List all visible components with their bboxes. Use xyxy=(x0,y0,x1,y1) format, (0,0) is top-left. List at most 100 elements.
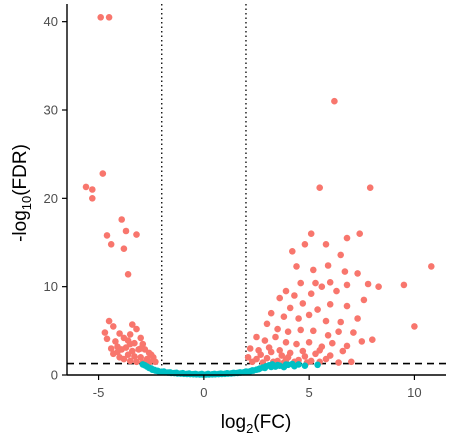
significant-point xyxy=(322,317,330,325)
significant-point xyxy=(411,323,418,330)
non-significant-point xyxy=(282,361,290,368)
non-significant-point xyxy=(192,370,199,378)
significant-point xyxy=(326,279,334,286)
significant-point xyxy=(133,358,140,366)
y-tick-label: 30 xyxy=(44,103,58,118)
significant-point xyxy=(122,344,130,351)
non-significant-point xyxy=(255,365,262,373)
significant-point xyxy=(356,230,364,237)
significant-point xyxy=(360,296,368,304)
significant-point xyxy=(253,333,260,341)
significant-point xyxy=(137,354,144,361)
non-significant-point xyxy=(154,367,161,375)
significant-point xyxy=(101,329,109,336)
significant-point xyxy=(326,301,334,308)
y-tick-label: 0 xyxy=(51,368,58,383)
y-axis-title-subscript: 10 xyxy=(19,196,34,210)
significant-point xyxy=(110,323,117,330)
significant-point xyxy=(322,241,330,248)
y-ticks: 0 10 20 30 40 xyxy=(44,14,67,383)
significant-point xyxy=(278,352,286,359)
significant-point xyxy=(246,345,254,352)
significant-point xyxy=(131,353,138,360)
y-tick-label: 40 xyxy=(44,14,58,29)
x-tick-label: 0 xyxy=(200,385,207,400)
significant-point xyxy=(354,315,361,322)
significant-point xyxy=(261,337,269,344)
non-significant-point xyxy=(242,368,250,375)
x-axis-title-base: log xyxy=(221,412,246,433)
non-significant-point xyxy=(301,362,309,370)
x-tick-label: -5 xyxy=(93,385,105,400)
significant-point xyxy=(116,330,123,337)
significant-point xyxy=(274,325,281,333)
significant-point xyxy=(105,317,113,325)
significant-point xyxy=(137,334,144,342)
significant-point xyxy=(312,279,319,287)
significant-point xyxy=(295,315,302,322)
significant-point xyxy=(126,357,134,365)
x-ticks: -5 0 5 10 xyxy=(93,375,422,400)
significant-point xyxy=(276,347,284,354)
significant-point xyxy=(284,328,292,336)
significant-point xyxy=(289,248,296,255)
non-significant-point xyxy=(267,363,275,371)
significant-point xyxy=(297,326,305,334)
x-axis-title-subscript: 2 xyxy=(246,421,253,436)
x-tick-label: 10 xyxy=(407,385,421,400)
non-significant-point xyxy=(249,367,256,374)
significant-point xyxy=(337,251,345,259)
y-tick-label: 20 xyxy=(44,191,58,206)
significant-point xyxy=(316,347,324,354)
significant-point xyxy=(316,184,324,191)
significant-point xyxy=(297,279,305,287)
significant-point xyxy=(350,329,357,336)
significant-point xyxy=(364,280,372,288)
significant-point xyxy=(293,263,300,270)
significant-point xyxy=(280,313,288,321)
significant-point xyxy=(267,348,275,356)
significant-point xyxy=(112,338,119,345)
significant-point xyxy=(257,351,265,359)
significant-point xyxy=(354,270,361,277)
significant-point xyxy=(293,340,300,348)
significant-point xyxy=(291,292,298,299)
x-axis-title: log2(FC) xyxy=(221,412,292,436)
y-tick-label: 10 xyxy=(44,279,58,294)
significant-point xyxy=(103,232,111,239)
significant-point xyxy=(339,347,347,355)
significant-point xyxy=(129,321,136,328)
significant-point xyxy=(343,342,351,350)
non-significant-point xyxy=(185,370,193,377)
non-significant-point xyxy=(261,364,269,372)
significant-point xyxy=(103,335,111,343)
y-axis-title: -log10(FDR) xyxy=(10,144,34,242)
significant-point xyxy=(124,271,132,278)
significant-point xyxy=(145,349,153,357)
significant-point xyxy=(299,347,307,355)
significant-point xyxy=(366,184,374,191)
significant-point xyxy=(150,354,157,361)
significant-point xyxy=(118,216,125,223)
non-significant-point xyxy=(166,369,174,376)
significant-point xyxy=(310,327,317,335)
significant-point xyxy=(301,353,309,360)
significant-point xyxy=(400,281,408,289)
significant-point xyxy=(324,332,332,339)
points-layer xyxy=(82,13,435,378)
significant-point xyxy=(282,287,290,295)
y-axis-title-rest: (FDR) xyxy=(10,144,31,196)
significant-point xyxy=(282,339,290,346)
x-tick-label: 5 xyxy=(306,385,313,400)
significant-point xyxy=(329,339,336,347)
significant-point xyxy=(126,331,134,338)
significant-point xyxy=(428,263,435,270)
non-significant-point xyxy=(217,370,224,378)
significant-point xyxy=(286,304,294,312)
x-axis-title-rest: (FC) xyxy=(253,412,291,433)
non-significant-point xyxy=(160,368,168,375)
significant-point xyxy=(267,309,275,317)
non-significant-point xyxy=(289,360,296,368)
significant-point xyxy=(322,355,330,363)
